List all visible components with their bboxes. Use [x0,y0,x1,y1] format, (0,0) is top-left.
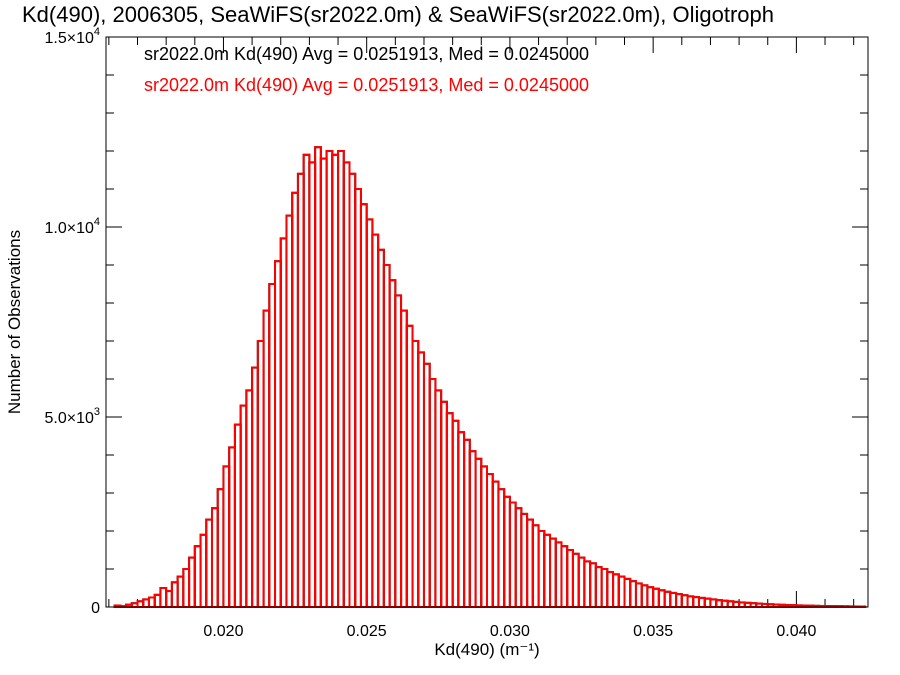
y-tick-label: 5.0×103 [44,406,100,427]
x-axis-label: Kd(490) (m⁻¹) [434,640,539,659]
y-tick-labels: 0 5.0×103 1.0×104 1.5×104 [44,26,100,617]
y-axis-label: Number of Observations [5,230,24,414]
chart-title: Kd(490), 2006305, SeaWiFS(sr2022.0m) & S… [22,2,774,27]
y-tick-label: 1.0×104 [44,216,100,237]
series-0 [113,146,867,609]
series-1 [113,146,867,609]
y-tick-label: 0 [91,600,100,617]
y-tick-label: 1.5×104 [44,26,100,47]
x-tick-label: 0.030 [490,623,530,640]
x-tick-label: 0.025 [347,623,387,640]
x-tick-label: 0.035 [633,623,673,640]
plot-frame [105,36,869,608]
x-tick-label: 0.020 [203,623,243,640]
x-tick-label: 0.040 [776,623,816,640]
histogram-series [113,146,867,609]
legend-entry-0: sr2022.0m Kd(490) Avg = 0.0251913, Med =… [144,44,589,64]
legend-entry-1: sr2022.0m Kd(490) Avg = 0.0251913, Med =… [144,75,589,95]
x-tick-labels: 0.020 0.025 0.030 0.035 0.040 [203,623,816,640]
